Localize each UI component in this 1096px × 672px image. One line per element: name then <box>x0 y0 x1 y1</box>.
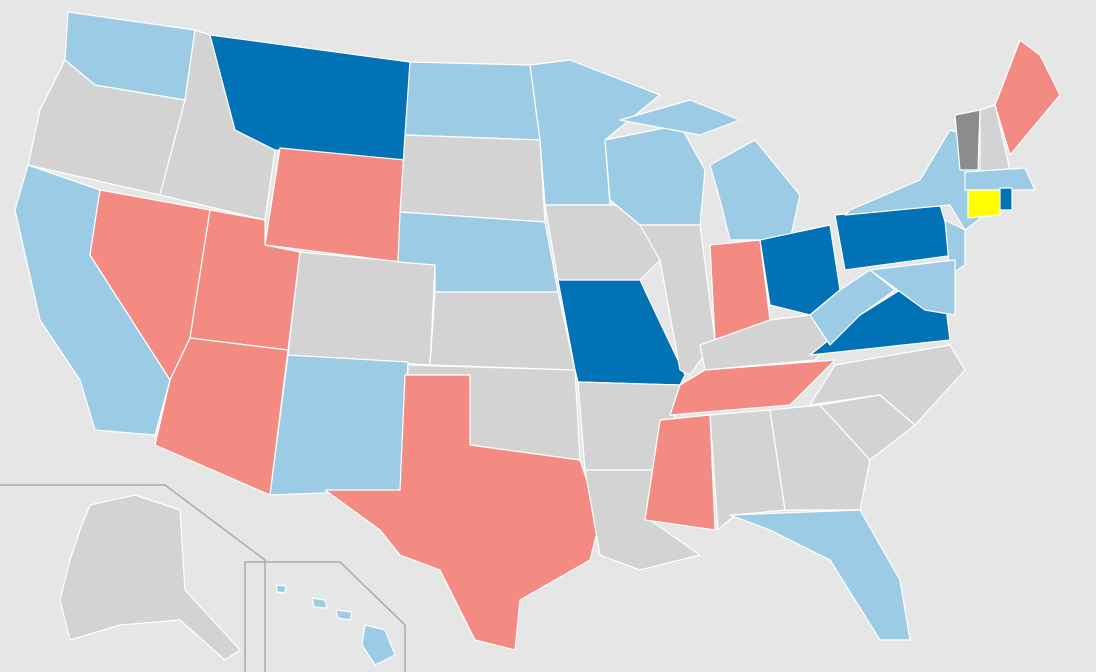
florida <box>729 509 911 641</box>
states <box>14 11 1061 666</box>
hawaii-islands <box>275 584 287 594</box>
inset-border <box>0 484 266 672</box>
massachusetts <box>964 167 1036 191</box>
maryland-delaware <box>869 259 956 316</box>
connecticut <box>967 189 1001 219</box>
hawaii-islands <box>335 609 353 621</box>
new-mexico <box>269 354 409 496</box>
wyoming <box>264 147 406 263</box>
mississippi <box>644 414 716 531</box>
hawaii <box>361 624 396 666</box>
hawaii-islands <box>311 597 328 609</box>
rhode-island <box>999 187 1013 211</box>
north-dakota <box>404 61 541 141</box>
maine <box>994 39 1061 156</box>
south-dakota <box>399 134 546 223</box>
kansas <box>429 291 576 371</box>
west-virginia <box>809 269 896 346</box>
illinois <box>639 224 716 376</box>
north-carolina <box>809 344 966 426</box>
tennessee <box>669 359 836 416</box>
alabama <box>709 409 786 531</box>
arizona <box>154 337 289 496</box>
vermont <box>954 109 981 171</box>
michigan-upper <box>619 99 741 136</box>
texas <box>324 374 601 651</box>
georgia <box>769 404 871 511</box>
colorado <box>287 251 436 366</box>
inset-border <box>244 561 406 672</box>
alaska <box>59 494 241 661</box>
